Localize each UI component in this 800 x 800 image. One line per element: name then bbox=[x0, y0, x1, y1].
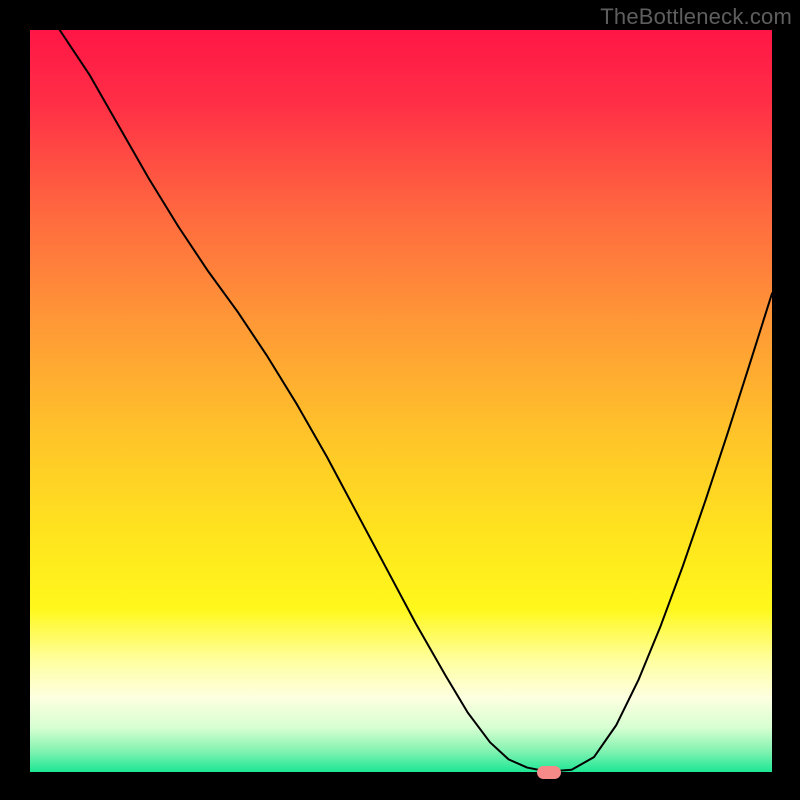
watermark-text: TheBottleneck.com bbox=[600, 4, 792, 30]
optimal-marker bbox=[537, 766, 561, 779]
chart-frame: TheBottleneck.com bbox=[0, 0, 800, 800]
bottleneck-plot bbox=[30, 30, 772, 772]
plot-background bbox=[30, 30, 772, 772]
